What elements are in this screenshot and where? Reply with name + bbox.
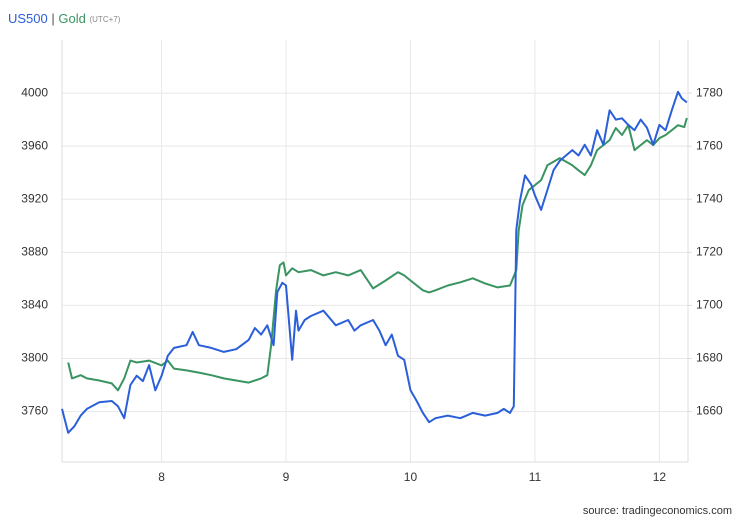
y2-tick-label: 1660 — [696, 404, 723, 418]
title-series-2: Gold — [58, 11, 85, 26]
y2-tick-label: 1680 — [696, 351, 723, 365]
x-tick-label: 10 — [404, 470, 418, 484]
chart-title: US500 | Gold (UTC+7) — [8, 11, 121, 26]
y-tick-label: 3920 — [21, 191, 48, 205]
x-tick-label: 12 — [653, 470, 667, 484]
y2-tick-label: 1720 — [696, 244, 723, 258]
x-tick-label: 11 — [529, 470, 542, 484]
y-tick-label: 3880 — [21, 244, 48, 258]
y-tick-label: 3760 — [21, 404, 48, 418]
title-timezone: (UTC+7) — [89, 15, 120, 24]
x-tick-label: 8 — [158, 470, 165, 484]
y2-tick-label: 1740 — [696, 191, 723, 205]
y2-tick-label: 1760 — [696, 138, 723, 152]
y-tick-label: 3800 — [21, 351, 48, 365]
y-tick-label: 4000 — [21, 85, 48, 99]
y2-tick-label: 1700 — [696, 298, 723, 312]
title-separator: | — [51, 11, 54, 26]
y-tick-label: 3960 — [21, 138, 48, 152]
y-tick-label: 3840 — [21, 298, 48, 312]
source: source: tradingeconomics.com — [583, 505, 732, 517]
x-tick-label: 9 — [283, 470, 290, 484]
y2-tick-label: 1780 — [696, 85, 723, 99]
title-series-1: US500 — [8, 11, 48, 26]
series-line — [61, 90, 688, 434]
series-line — [67, 117, 688, 392]
